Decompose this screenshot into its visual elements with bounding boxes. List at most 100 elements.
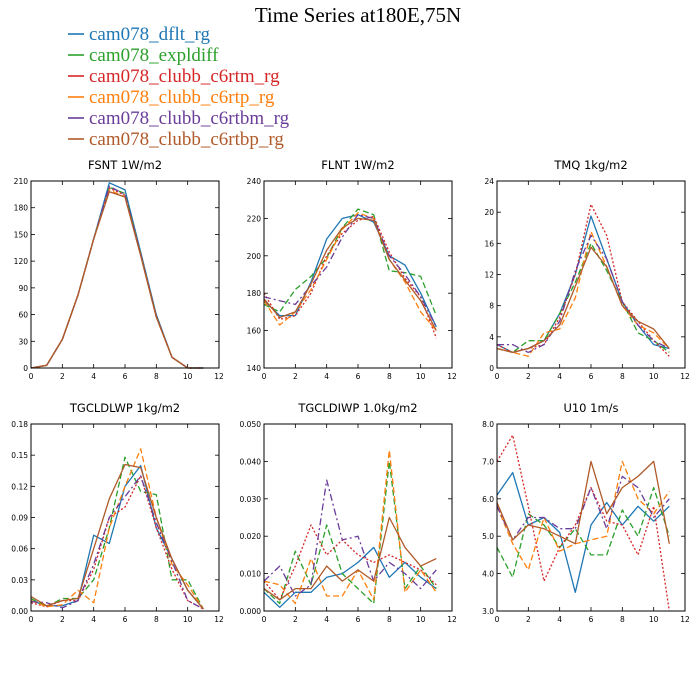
x-tick-label: 8: [387, 372, 392, 381]
plot-frame: [30, 180, 220, 369]
x-tick-label: 6: [589, 372, 594, 381]
series-line: [30, 456, 204, 610]
y-tick-label: 7.0: [482, 457, 494, 466]
series-line: [496, 460, 670, 545]
plot-frame: [496, 423, 686, 612]
series-line: [497, 234, 670, 354]
x-tick-label: 4: [324, 372, 329, 381]
y-tick-label: 90: [18, 284, 28, 293]
x-tick-label: 8: [620, 615, 625, 624]
series-line: [496, 230, 670, 357]
y-tick-label: 24: [484, 177, 494, 186]
x-tick-label: 12: [447, 372, 457, 381]
series-line: [263, 449, 437, 605]
x-tick-label: 0: [29, 372, 34, 381]
x-tick-label: 6: [589, 615, 594, 624]
series-line: [263, 215, 437, 339]
y-tick-label: 20: [484, 208, 494, 217]
series-line: [263, 546, 437, 608]
x-tick-label: 4: [91, 615, 96, 624]
y-tick-label: 0.010: [240, 570, 262, 579]
y-tick-label: 0.03: [11, 576, 28, 585]
series-line: [30, 191, 204, 369]
panel-title: U10 1m/s: [563, 401, 618, 415]
y-tick-label: 60: [18, 311, 28, 320]
y-tick-label: 0.030: [240, 495, 262, 504]
legend-label: cam078_clubb_c6rtbp_rg: [89, 129, 284, 150]
legend-entry: cam078_clubb_c6rtp_rg: [68, 87, 275, 108]
y-tick-label: 4: [489, 333, 494, 342]
y-tick-label: 0.040: [240, 457, 262, 466]
y-tick-label: 0.000: [240, 607, 262, 616]
legend-entry: cam078_clubb_c6rtbm_rg: [68, 108, 290, 129]
series-line: [30, 475, 204, 610]
legend-entry: cam078_clubb_c6rtbp_rg: [68, 129, 284, 150]
y-tick-label: 0.18: [11, 420, 28, 429]
x-tick-label: 2: [60, 372, 65, 381]
legend-entry: cam078_expldiff: [68, 45, 219, 66]
y-tick-label: 0.06: [11, 545, 28, 554]
x-tick-label: 12: [214, 372, 224, 381]
y-tick-label: 0: [23, 364, 28, 373]
x-tick-label: 0: [262, 372, 267, 381]
x-tick-label: 8: [154, 372, 159, 381]
x-tick-label: 2: [60, 615, 65, 624]
y-tick-label: 0.00: [11, 607, 28, 616]
x-tick-label: 4: [324, 615, 329, 624]
series-line: [263, 217, 437, 331]
panel-title: TGCLDLWP 1kg/m2: [69, 401, 180, 415]
panel-title: TMQ 1kg/m2: [553, 158, 627, 172]
x-tick-label: 2: [526, 372, 531, 381]
y-tick-label: 140: [247, 364, 262, 373]
x-tick-label: 4: [91, 372, 96, 381]
series-line: [30, 463, 204, 610]
y-tick-label: 0.09: [11, 514, 28, 523]
y-tick-label: 6.0: [482, 495, 494, 504]
x-tick-label: 4: [557, 615, 562, 624]
legend: cam078_dflt_rgcam078_expldiffcam078_club…: [68, 24, 290, 150]
y-tick-label: 16: [484, 239, 494, 248]
x-tick-label: 10: [183, 615, 193, 624]
series-line: [263, 460, 437, 605]
y-tick-label: 200: [247, 252, 262, 261]
y-tick-label: 220: [247, 214, 262, 223]
x-tick-label: 8: [620, 372, 625, 381]
legend-entry: cam078_clubb_c6rtm_rg: [68, 66, 280, 87]
y-tick-label: 0.15: [11, 451, 28, 460]
chart-panel: TGCLDIWP 1.0kg/m2 0.000 0.010 0.020 0.030 0.0…: [240, 401, 457, 624]
y-tick-label: 180: [14, 204, 29, 213]
series-line: [496, 246, 670, 354]
y-tick-label: 0: [489, 364, 494, 373]
x-tick-label: 6: [356, 615, 361, 624]
x-tick-label: 4: [557, 372, 562, 381]
y-tick-label: 240: [247, 177, 262, 186]
x-tick-label: 0: [262, 615, 267, 624]
legend-entry: cam078_dflt_rg: [68, 24, 211, 45]
y-tick-label: 160: [247, 327, 262, 336]
y-tick-label: 12: [484, 271, 494, 280]
chart-panel: TGCLDLWP 1kg/m2 0.00 0.03 0.06 0.09 0.12 0.15 0…: [11, 401, 224, 624]
x-tick-label: 0: [29, 615, 34, 624]
plot-frame: [496, 180, 686, 369]
y-tick-label: 0.020: [240, 532, 262, 541]
y-tick-label: 3.0: [482, 607, 494, 616]
chart-panel: U10 1m/s 3.0 4.0 5.0 6.0 7.0 8.0 0 2 4 6 8 10 12: [482, 401, 690, 624]
series-line: [263, 516, 437, 601]
chart-panel: FSNT 1W/m2 0 30 60 90 120 150 180 210 0 2 4 6 8 10 12: [14, 158, 224, 381]
x-tick-label: 10: [183, 372, 193, 381]
x-tick-label: 6: [123, 615, 128, 624]
legend-label: cam078_expldiff: [89, 45, 219, 66]
x-tick-label: 12: [680, 372, 690, 381]
x-tick-label: 2: [293, 615, 298, 624]
x-tick-label: 8: [387, 615, 392, 624]
legend-label: cam078_dflt_rg: [89, 24, 211, 45]
y-tick-label: 8.0: [482, 420, 494, 429]
x-tick-label: 12: [447, 615, 457, 624]
chart-panel: FLNT 1W/m2 140 160 180 200 220 240 0 2 4 6 8 10 12: [247, 158, 457, 381]
series-line: [263, 208, 437, 316]
y-tick-label: 4.0: [482, 570, 494, 579]
